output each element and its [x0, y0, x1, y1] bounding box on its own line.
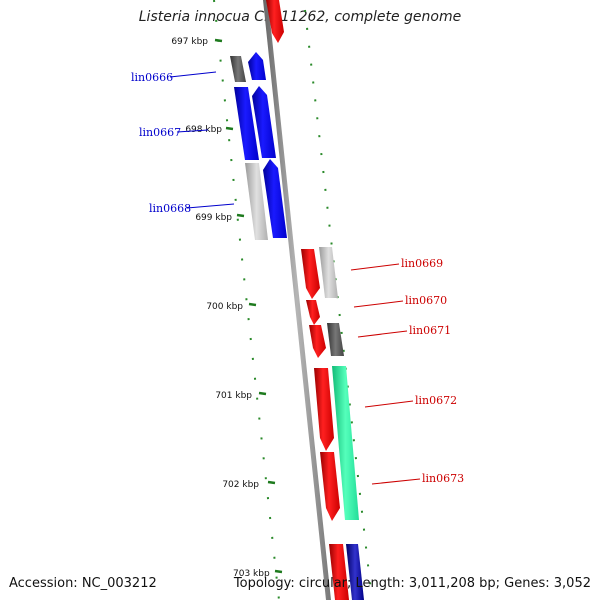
gene-feature-lin0667-a[interactable]: [234, 87, 259, 160]
gene-feature-lin0669[interactable]: [301, 249, 320, 299]
genome-backbone: [263, 0, 331, 600]
tick-label-701: 701 kbp: [215, 391, 252, 401]
gene-feature-bottom-navy[interactable]: [346, 544, 364, 600]
gene-label-lin0667[interactable]: lin0667: [139, 126, 181, 139]
gene-feature-lin0666-gray[interactable]: [230, 56, 246, 82]
gc-track-inner: [213, 0, 280, 600]
gene-label-lin0670[interactable]: lin0670: [405, 294, 447, 307]
gene-feature-lin0669-gray[interactable]: [319, 247, 338, 298]
gene-label-lin0673[interactable]: lin0673: [422, 472, 464, 485]
gene-label-lin0671[interactable]: lin0671: [409, 324, 451, 337]
label-leaders-left: [169, 71, 235, 209]
gene-feature-lin0672[interactable]: [314, 368, 334, 451]
tick-label-697: 697 kbp: [171, 37, 208, 47]
gene-feature-lin0671[interactable]: [309, 325, 326, 358]
genome-summary-text: Topology: circular; Length: 3,011,208 bp…: [233, 576, 591, 591]
gene-feature-lin0668[interactable]: [263, 159, 287, 238]
gene-feature-lin0673[interactable]: [320, 452, 340, 521]
tick-label-700: 700 kbp: [206, 302, 243, 312]
tick-label-702: 702 kbp: [222, 480, 259, 490]
gene-feature-bottom-red[interactable]: [329, 544, 349, 600]
gene-feature-lin0671-dark[interactable]: [327, 323, 344, 356]
gene-label-lin0672[interactable]: lin0672: [415, 394, 457, 407]
tick-label-703: 703 kbp: [233, 569, 270, 579]
gene-label-lin0668[interactable]: lin0668: [149, 202, 191, 215]
gene-feature-lin0666[interactable]: [248, 52, 266, 80]
gene-feature-lin0672-green[interactable]: [332, 366, 359, 520]
map-title: Listeria innocua Clip11262, complete gen…: [138, 9, 462, 25]
gene-feature-lin0667-b[interactable]: [252, 86, 276, 158]
label-leaders-right: [350, 263, 421, 485]
tick-marks: [214, 38, 283, 574]
accession-text: Accession: NC_003212: [9, 576, 157, 591]
gene-label-lin0669[interactable]: lin0669: [401, 257, 443, 270]
gene-feature-lin0668-gray[interactable]: [245, 163, 268, 240]
gene-feature-top[interactable]: [266, 0, 284, 43]
tick-label-699: 699 kbp: [195, 213, 232, 223]
gene-label-lin0666[interactable]: lin0666: [131, 71, 173, 84]
gene-feature-lin0670[interactable]: [306, 300, 320, 325]
